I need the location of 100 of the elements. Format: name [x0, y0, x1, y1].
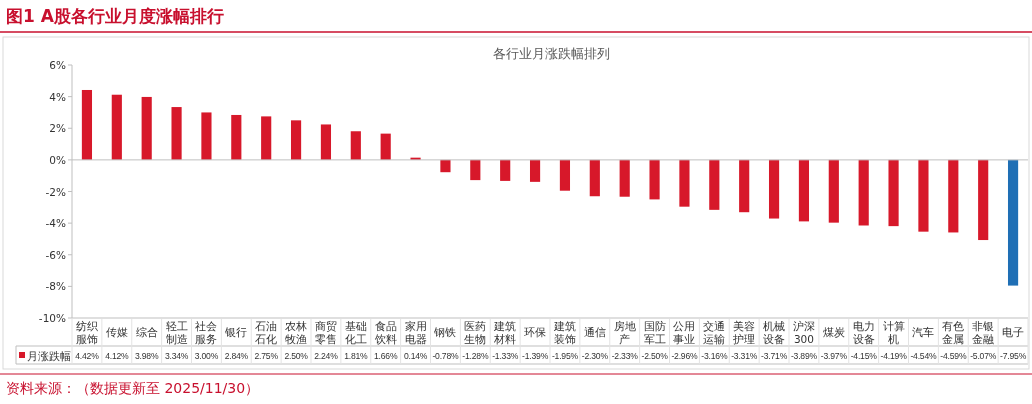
x-tick-label: 电子 — [1002, 326, 1025, 338]
x-tick-label: 综合 — [135, 326, 158, 338]
y-tick-label: -4% — [45, 217, 67, 230]
y-tick-label: 4% — [49, 90, 67, 103]
data-label: -2.50% — [641, 351, 669, 361]
bar — [320, 124, 332, 160]
legend-label: 月涨跌幅 — [27, 349, 71, 362]
bar — [350, 131, 361, 160]
bar — [918, 159, 929, 232]
bar — [81, 89, 93, 160]
x-tick-label: 有色金属 — [942, 320, 965, 345]
bar — [529, 159, 541, 182]
bar — [619, 159, 630, 197]
x-tick-label: 非银金融 — [972, 320, 995, 345]
x-tick-label: 建筑材料 — [493, 320, 517, 345]
x-tick-label: 医药生物 — [464, 320, 487, 345]
text: 资料来源：（数据更新至 2025/11/30） — [6, 380, 260, 396]
x-tick-label: 轻工制造 — [165, 320, 188, 345]
y-tick-label: -2% — [45, 185, 67, 198]
data-label: 3.34% — [164, 351, 189, 361]
x-tick-label: 公用事业 — [673, 320, 696, 345]
x-tick-label: 农林牧渔 — [285, 320, 308, 345]
data-label: -3.89% — [790, 351, 818, 361]
y-tick-label: -8% — [45, 280, 67, 293]
data-label: -3.97% — [820, 351, 848, 361]
x-tick-label: 基础化工 — [344, 320, 367, 345]
bar — [201, 112, 212, 160]
x-tick-label: 社会服务 — [195, 320, 218, 345]
x-tick-label: 电力设备 — [852, 320, 875, 345]
bar — [380, 133, 391, 160]
x-tick-label: 建筑装饰 — [552, 320, 576, 345]
x-tick-label: 国防军工 — [643, 320, 666, 345]
data-label: 0.14% — [403, 351, 428, 361]
data-label: -3.31% — [731, 351, 758, 361]
bar — [768, 159, 780, 219]
data-label: -7.95% — [1000, 351, 1027, 361]
y-tick-label: -6% — [45, 248, 67, 261]
bar — [440, 159, 451, 173]
chart-title: 图1 A股各行业月度涨幅排行 — [6, 6, 224, 26]
data-label: -1.33% — [492, 351, 519, 361]
x-tick-label: 家用电器 — [404, 320, 427, 345]
data-label: -1.39% — [522, 351, 549, 361]
y-tick-label: -10% — [38, 312, 67, 324]
bar — [171, 107, 182, 160]
bar — [709, 159, 720, 210]
bar — [290, 120, 302, 160]
data-label: -4.15% — [850, 351, 878, 361]
x-tick-label: 沪深300 — [792, 320, 815, 345]
data-label: -4.54% — [910, 351, 938, 361]
x-tick-label: 商贸零售 — [314, 320, 337, 345]
x-tick-label: 通信 — [583, 326, 606, 338]
x-tick-label: 煤炭 — [822, 326, 845, 338]
bar — [111, 94, 122, 160]
bar — [500, 159, 511, 181]
bar — [1007, 159, 1019, 286]
bar — [948, 159, 959, 233]
y-tick-label: 2% — [49, 122, 67, 135]
x-tick-label: 计算机 — [882, 320, 905, 345]
x-tick-label: 银行 — [224, 326, 248, 338]
x-tick-label: 环保 — [524, 326, 547, 338]
bar — [739, 159, 750, 213]
x-tick-label: 石油石化 — [255, 320, 278, 345]
x-tick-label: 食品饮料 — [373, 320, 397, 345]
data-label: -2.96% — [671, 351, 699, 361]
bar — [141, 96, 152, 160]
bar — [231, 114, 242, 160]
data-label: 3.00% — [194, 351, 219, 361]
bar — [798, 159, 810, 222]
bar — [589, 159, 600, 197]
data-label: 3.98% — [135, 351, 159, 361]
bar — [649, 159, 660, 200]
bar — [858, 159, 869, 226]
data-label: -1.95% — [551, 351, 579, 361]
data-label: 2.50% — [284, 351, 309, 361]
x-tick-label: 房地产 — [613, 320, 636, 345]
x-tick-label: 美容护理 — [732, 320, 756, 345]
data-label: -1.28% — [462, 351, 489, 361]
data-label: -3.71% — [761, 351, 788, 361]
data-label: -2.33% — [611, 351, 639, 361]
data-label: -2.30% — [581, 351, 609, 361]
x-tick-label: 交通运输 — [703, 320, 726, 345]
data-label: 2.84% — [224, 351, 249, 361]
x-tick-label: 纺织服饰 — [75, 320, 98, 345]
bar — [828, 159, 839, 223]
x-tick-label: 汽车 — [912, 326, 935, 338]
bar — [978, 159, 989, 241]
data-label: 4.42% — [75, 351, 100, 361]
data-label: 2.75% — [254, 351, 279, 361]
data-label: 1.66% — [374, 351, 398, 361]
data-label: 2.24% — [314, 351, 339, 361]
chart-subtitle: 各行业月涨跌幅排列 — [492, 46, 610, 61]
x-tick-label: 机械设备 — [763, 320, 786, 345]
y-tick-label: 0% — [49, 153, 67, 166]
bar — [679, 159, 690, 207]
data-label: -4.19% — [880, 351, 908, 361]
bar — [261, 116, 272, 160]
bar — [559, 159, 571, 191]
bar — [888, 159, 899, 227]
y-tick-label: 6% — [49, 59, 67, 71]
data-label: -5.07% — [970, 351, 997, 361]
